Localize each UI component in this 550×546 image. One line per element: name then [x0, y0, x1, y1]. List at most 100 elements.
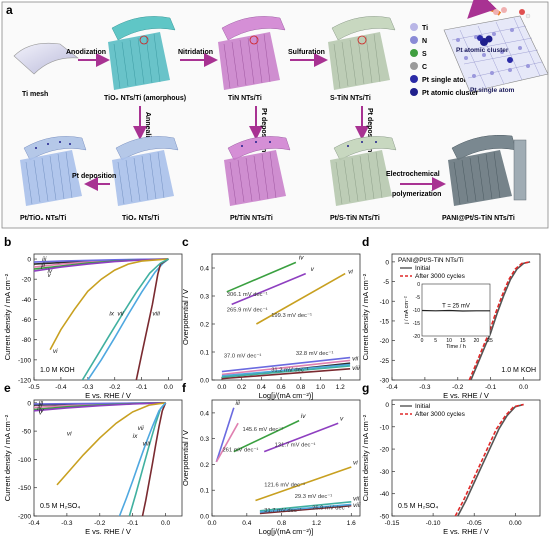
annotation-e-5: vi	[67, 431, 72, 438]
series-group-d	[468, 261, 531, 380]
xtick-label-c-6: 1.2	[336, 384, 345, 391]
ylabel-c: Overpotential / V	[181, 289, 190, 345]
xtick-label-c-3: 0.6	[277, 384, 286, 391]
inset-xtick-5: 25	[487, 338, 493, 344]
inset-xtick-2: 10	[446, 338, 452, 344]
xtick-label-f-0: 0.0	[207, 520, 216, 527]
annotation-f-4: 261 mV dec⁻¹	[222, 448, 258, 454]
panel-a: a Ti mesh TiO₂ NTs/Ti (amorphous) TiN NT…	[1, 0, 549, 229]
xtick-label-f-4: 1.6	[347, 520, 356, 527]
series-e-v	[34, 402, 166, 412]
stage-ti-mesh: Ti mesh	[22, 91, 48, 98]
inset-text: T = 25 mV	[442, 304, 470, 310]
legend-title-d: PANI@Pt/S-TiN NTs/Ti	[398, 257, 464, 264]
ytick-label-c-1: 0.1	[200, 350, 209, 357]
series-f-iii	[215, 407, 235, 463]
inset-frame	[421, 283, 491, 337]
panel-b-letter: b	[4, 235, 11, 249]
atom-legend: Ti NSC Pt single atom Pt atomic cluster	[410, 23, 479, 97]
series-e-viii	[141, 402, 167, 516]
stage-pt-tin: Pt/TiN NTs/Ti	[230, 215, 273, 222]
series-f-ix	[259, 503, 352, 513]
arrow-annealing-label: Annealing	[144, 112, 151, 146]
annotation-f-12: viii	[353, 502, 361, 509]
panel-c-letter: c	[182, 235, 189, 249]
series-f-viii	[259, 504, 352, 515]
ytick-label-f-4: 0.4	[200, 410, 209, 417]
annotation-e-3: iv	[39, 407, 44, 414]
annotation-f-10: 26.9 mV dec⁻¹	[312, 506, 350, 512]
xtick-label-d-4: 0.0	[519, 384, 528, 391]
annotation-f-6: 131.7 mV dec⁻¹	[275, 442, 316, 448]
arrow-pt-deposition-1-label: Pt deposition	[260, 108, 267, 152]
ytick-label-c-4: 0.4	[200, 266, 209, 273]
xtick-label-d-0: -0.4	[386, 384, 398, 391]
plot-frame-f	[211, 399, 361, 517]
ylabel-d: Current density / mA cm⁻²	[361, 273, 370, 360]
series-f-ii	[215, 422, 239, 463]
annotation-c-10: viii	[352, 365, 360, 372]
annotation-f-3: vi	[353, 459, 358, 466]
xtick-label-f-2: 0.8	[277, 520, 286, 527]
pt-tio2-illustration	[20, 136, 87, 206]
ytick-label-e-3: -150	[18, 485, 31, 492]
series-f-vii	[259, 501, 352, 512]
legend-swatch-5	[410, 88, 418, 96]
chart-b: b -0.5 -0.4 -0.3 -0.2 -0.1 0.0 0 -20 -40 -60 -80 -10…	[3, 235, 183, 400]
xtick-label-c-2: 0.4	[257, 384, 266, 391]
plot-frame-g	[391, 399, 541, 517]
annotation-f-8: 29.3 mV dec⁻¹	[295, 494, 333, 500]
pani-illustration	[448, 135, 527, 206]
xlabel-c: Log[j/(mA cm⁻²)]	[259, 391, 314, 400]
inset-cluster-label: Pt atomic cluster	[456, 47, 509, 54]
annotation-f-0: iii	[236, 400, 241, 407]
stage-pani: PANI@Pt/S-TiN NTs/Ti	[442, 215, 515, 222]
legend-entry-d-1: After 3000 cycles	[415, 273, 466, 280]
annotation-b-4: v	[47, 272, 51, 279]
ytick-label-g-3: -30	[380, 469, 390, 476]
stage-tio2: TiO₂ NTs/Ti	[122, 215, 159, 222]
series-b-vi	[49, 258, 169, 351]
ytick-label-f-2: 0.2	[200, 462, 209, 469]
xtick-label-c-5: 1.0	[316, 384, 325, 391]
annotation-c-2: vi	[348, 269, 353, 276]
tio2-amorphous-illustration	[108, 16, 176, 90]
chart-c: c0.0 0.2 0.4 0.6 0.8 1.0 1.20.00.10.20.30.4Log…	[181, 235, 361, 400]
ytick-label-b-4: -80	[22, 337, 32, 344]
ytick-label-b-5: -100	[18, 357, 31, 364]
arrow-polymerization-label: polymerization	[392, 191, 441, 198]
ytick-label-g-1: -10	[380, 424, 390, 431]
series-group-b	[34, 258, 169, 380]
ytick-label-b-6: -120	[18, 378, 31, 385]
ytick-label-d-2: -10	[380, 299, 390, 306]
xlabel-e: E vs. RHE / V	[85, 527, 131, 536]
series-c-ii	[221, 359, 351, 376]
stin-illustration	[328, 16, 396, 90]
xlabel-b: E vs. RHE / V	[85, 391, 131, 400]
xtick-label-c-0: 0.0	[217, 384, 226, 391]
ytick-label-e-2: -100	[18, 457, 31, 464]
annotation-f-9: 31.7 mV dec⁻¹	[264, 508, 302, 514]
inset-xtick-0: 0	[421, 338, 424, 344]
series-b-vii	[87, 258, 169, 380]
chart-e: e -0.4 -0.3 -0.2 -0.1 0.0 0 -50 -100 -150 -200 E vs…	[3, 381, 183, 536]
xtick-label-e-2: -0.2	[94, 520, 106, 527]
tin-illustration	[218, 16, 286, 90]
panel-a-letter: a	[6, 3, 13, 17]
annotation-e-7: ix	[133, 433, 138, 440]
series-c-vi	[256, 272, 346, 325]
stage-tio2-amorphous: TiO₂ NTs/Ti (amorphous)	[104, 95, 186, 102]
legend-swatch-4	[410, 75, 418, 83]
panel-e-letter: e	[4, 381, 11, 395]
legend-label-4: Pt single atom	[422, 77, 470, 84]
panel-g-letter: g	[362, 381, 369, 395]
legend-entry-g-0: Initial	[415, 403, 431, 410]
lattice-inset	[443, 0, 549, 93]
series-c-iv	[226, 261, 297, 293]
annotation-b-8: viii	[152, 310, 160, 317]
annotation-b-1: ii	[42, 262, 45, 269]
legend-swatch-3	[410, 62, 418, 70]
ytick-label-d-4: -20	[380, 338, 390, 345]
series-f-vi	[255, 466, 352, 502]
